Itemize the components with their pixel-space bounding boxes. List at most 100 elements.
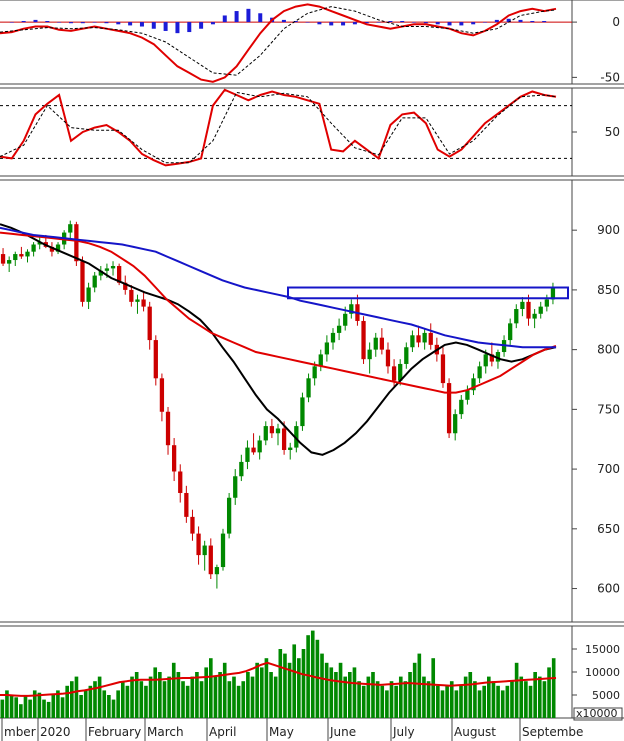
volume-bar [204, 667, 208, 718]
y-tick-label: -50 [600, 70, 620, 84]
volume-bar [459, 685, 463, 718]
candle-body [165, 411, 171, 446]
macd-histogram-bar [530, 21, 535, 23]
y-tick-label: 0 [612, 15, 620, 29]
candle-body [190, 516, 195, 534]
volume-bar [259, 667, 264, 718]
volume-bar [79, 695, 83, 718]
candle-body [214, 567, 220, 575]
candle-body [159, 378, 165, 412]
x-tick-label: 2020 [40, 725, 71, 739]
volume-bar [542, 681, 547, 718]
candle-body [49, 246, 55, 252]
candle-body [13, 254, 18, 261]
candle-body [373, 337, 378, 350]
volume-bar [167, 676, 171, 718]
candle-body [141, 299, 146, 307]
candle-body [526, 301, 531, 319]
candle-body [129, 289, 134, 302]
volume-bar [158, 672, 162, 718]
volume-bar [449, 681, 454, 718]
volume-bar [9, 695, 14, 718]
volume-bar [213, 676, 218, 718]
volume-bar [246, 672, 250, 718]
candle-body [465, 390, 470, 400]
volume-bar [241, 681, 246, 718]
volume-bar [56, 690, 60, 718]
candle-body [31, 244, 36, 252]
y-tick-label: 50 [605, 125, 620, 139]
x-tick-label: July [392, 725, 415, 739]
candle-body [324, 342, 330, 355]
volume-bar [315, 639, 320, 718]
stochastic-panel: 50 [0, 87, 624, 177]
volume-bar [23, 695, 28, 718]
macd-histogram-bar [104, 22, 109, 24]
volume-bar [301, 649, 306, 718]
y-tick-label: 650 [597, 522, 620, 536]
candle-body [520, 301, 525, 310]
candle-body [104, 268, 110, 271]
volume-bar [380, 685, 385, 718]
x-tick-label: April [209, 725, 236, 739]
candle-body [196, 533, 201, 556]
volume-bar [14, 697, 19, 718]
volume-bar [232, 676, 236, 718]
macd-histogram-bar [21, 21, 26, 23]
volume-bar [144, 685, 148, 718]
candle-body [153, 340, 158, 379]
macd-histogram-bar [542, 21, 547, 23]
volume-bar [134, 672, 139, 718]
macd-panel: 0 -50 [0, 0, 624, 85]
macd-histogram-bar [151, 22, 156, 29]
volume-bar [306, 635, 310, 718]
volume-bar [417, 653, 422, 718]
volume-bar [292, 644, 297, 718]
macd-histogram-bar [388, 21, 393, 23]
macd-histogram-bar [199, 22, 204, 29]
candle-body [275, 428, 281, 434]
macd-histogram-bar [341, 22, 346, 26]
volume-bar [46, 701, 51, 718]
candle-body [0, 254, 6, 264]
y-tick-label: 5000 [592, 689, 620, 702]
volume-bar [533, 672, 537, 718]
candle-body [489, 354, 494, 362]
volume-bar [412, 662, 417, 718]
candle-body [233, 476, 238, 498]
volume-bar [375, 681, 380, 718]
volume-bar [445, 685, 449, 718]
volume-bar [236, 685, 241, 718]
panel-background [0, 180, 572, 622]
volume-bar [389, 681, 394, 718]
volume-bar [338, 662, 343, 718]
volume-bar [171, 662, 176, 718]
macd-histogram-bar [33, 19, 38, 23]
candle-body [336, 325, 342, 333]
volume-panel: 15000 10000 5000 x10000 [0, 625, 624, 721]
candle-body [19, 254, 24, 257]
candle-body [508, 323, 513, 341]
candle-body [110, 266, 116, 269]
candle-body [385, 349, 391, 367]
volume-bar [394, 685, 398, 718]
candle-body [294, 426, 299, 448]
macd-histogram-bar [246, 8, 251, 23]
volume-bar [176, 672, 181, 718]
candle-body [471, 378, 476, 391]
resistance-box [287, 286, 569, 300]
panel-background [0, 0, 572, 84]
macd-histogram-bar [483, 22, 488, 23]
candle-body [281, 428, 287, 450]
candle-body [68, 224, 73, 233]
candle-body [416, 335, 421, 343]
volume-bar [181, 681, 185, 718]
volume-bar [454, 690, 459, 718]
macd-histogram-bar [352, 22, 357, 25]
volume-bar [273, 676, 278, 718]
volume-bar [51, 695, 56, 718]
macd-histogram-bar [116, 22, 121, 25]
candle-body [343, 313, 348, 326]
candle-body [263, 426, 268, 441]
